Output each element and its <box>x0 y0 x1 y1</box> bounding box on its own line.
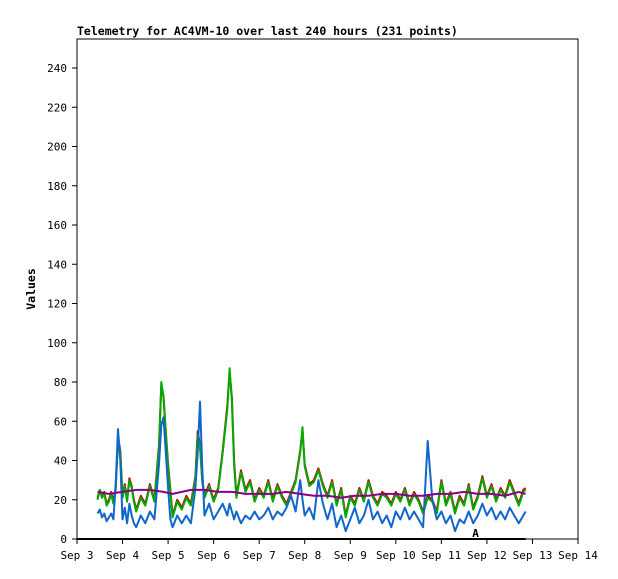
y-tick-label: 100 <box>47 337 67 350</box>
plot-frame <box>76 38 579 540</box>
x-tick-label: Sep 10 <box>376 549 416 562</box>
y-tick-label: 80 <box>54 376 67 389</box>
x-tick-label: Sep 6 <box>197 549 230 562</box>
x-tick-label: Sep 5 <box>152 549 185 562</box>
y-tick-label: 240 <box>47 62 67 75</box>
x-tick-label: Sep 9 <box>334 549 367 562</box>
x-tick-label: Sep 11 <box>421 549 461 562</box>
chart-title: Telemetry for AC4VM-10 over last 240 hou… <box>77 24 458 38</box>
x-axis: Sep 3 Sep 4 Sep 5 Sep 6 Sep 7 Sep 8 Sep 9 Sep 1… <box>60 539 598 562</box>
series-line-3 <box>96 400 527 533</box>
y-axis: 0 20 40 60 80 100 120 140 160 180 200 220 240 <box>47 62 77 546</box>
annotation-label: A <box>472 527 479 540</box>
y-tick-label: 20 <box>54 494 67 507</box>
y-tick-label: 200 <box>47 141 67 154</box>
y-tick-label: 60 <box>54 415 67 428</box>
y-tick-label: 220 <box>47 101 67 114</box>
y-tick-label: 160 <box>47 219 67 232</box>
x-tick-label: Sep 4 <box>106 549 139 562</box>
y-tick-label: 180 <box>47 180 67 193</box>
series-layer <box>77 367 527 540</box>
y-tick-label: 140 <box>47 258 67 271</box>
y-tick-label: 40 <box>54 455 67 468</box>
y-tick-label: 120 <box>47 298 67 311</box>
annotation-layer: A <box>472 527 479 540</box>
x-tick-label: Sep 12 <box>467 549 507 562</box>
x-tick-label: Sep 13 <box>513 549 553 562</box>
x-tick-label: Sep 8 <box>288 549 321 562</box>
x-tick-label: Sep 3 <box>60 549 93 562</box>
x-tick-label: Sep 14 <box>558 549 598 562</box>
y-axis-label: Values <box>24 268 38 310</box>
x-tick-label: Sep 7 <box>243 549 276 562</box>
series-line-4 <box>97 488 526 499</box>
y-tick-label: 0 <box>60 533 67 546</box>
